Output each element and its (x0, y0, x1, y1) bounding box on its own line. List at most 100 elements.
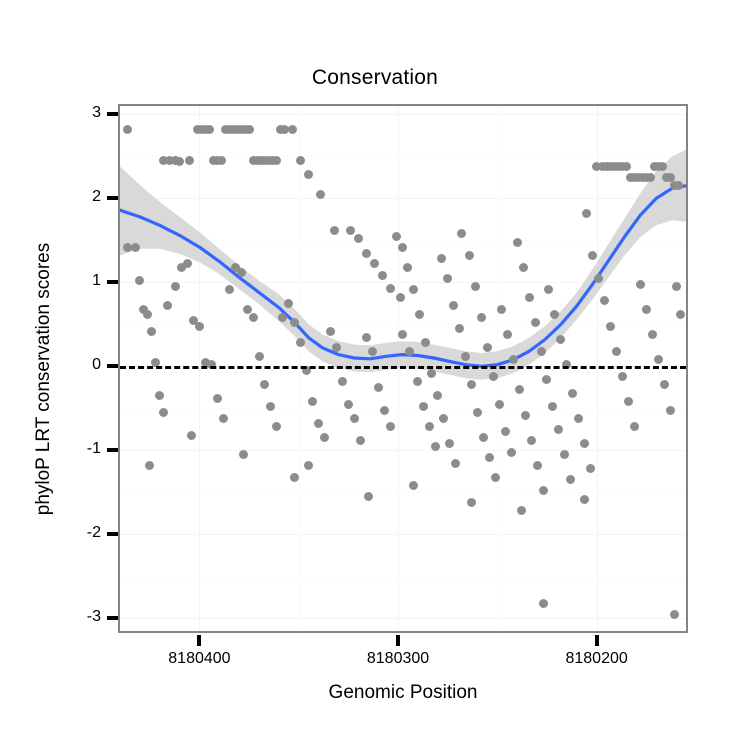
data-point (665, 405, 675, 415)
data-point (159, 408, 169, 418)
data-point (409, 284, 419, 294)
data-point (194, 321, 204, 331)
data-point (449, 301, 459, 311)
data-point (439, 413, 449, 423)
data-point (284, 298, 294, 308)
data-point (361, 332, 371, 342)
data-point (363, 492, 373, 502)
data-point (296, 338, 306, 348)
data-point (266, 402, 276, 412)
x-tick-label: 8180400 (168, 650, 231, 667)
data-point (230, 262, 240, 272)
data-point (254, 351, 264, 361)
data-point (409, 481, 419, 491)
data-point (508, 355, 518, 365)
y-tick-mark (107, 616, 118, 621)
y-tick-label: 0 (92, 356, 101, 374)
data-point (415, 309, 425, 319)
data-point (185, 156, 194, 166)
gridline-y-major (120, 618, 686, 620)
data-point (465, 251, 475, 261)
y-tick-mark (107, 364, 118, 369)
data-point (484, 452, 494, 462)
data-point (216, 156, 226, 166)
data-point (675, 309, 685, 319)
data-point (308, 397, 318, 407)
data-point (574, 413, 584, 423)
data-point (212, 393, 222, 403)
plot-panel-inner (120, 106, 686, 631)
x-tick-mark (197, 635, 202, 646)
data-point (147, 326, 157, 336)
data-point (621, 161, 631, 171)
data-point (538, 486, 548, 496)
data-point (123, 125, 133, 135)
data-point (490, 472, 500, 482)
data-point (629, 422, 639, 432)
data-point (482, 343, 492, 353)
data-point (278, 313, 288, 323)
data-point (361, 248, 371, 258)
data-point (457, 229, 467, 239)
data-point (367, 346, 377, 356)
data-point (163, 301, 173, 311)
data-point (470, 282, 480, 292)
data-point (556, 335, 566, 345)
data-point (204, 125, 214, 135)
data-point (437, 254, 447, 264)
data-point (320, 433, 330, 443)
data-point (343, 399, 353, 409)
data-point (641, 304, 651, 314)
data-point (653, 355, 663, 365)
data-point (623, 397, 633, 407)
y-tick-label: 3 (92, 104, 101, 122)
y-tick-label: -3 (86, 608, 101, 626)
data-point (657, 161, 667, 171)
data-point (143, 309, 153, 319)
data-point (135, 276, 145, 286)
data-point (218, 413, 228, 423)
data-point (611, 346, 621, 356)
data-point (345, 225, 355, 235)
data-point (594, 273, 604, 283)
data-point (451, 458, 461, 468)
data-point (544, 284, 554, 294)
data-point (542, 374, 552, 384)
data-point (494, 399, 504, 409)
data-point (159, 156, 169, 166)
data-point (647, 329, 657, 339)
data-point (488, 371, 498, 381)
data-point (331, 343, 341, 353)
data-point (600, 296, 610, 306)
data-point (123, 242, 133, 252)
x-tick-mark (594, 635, 599, 646)
gridline-y-major (120, 534, 686, 536)
data-point (476, 313, 486, 323)
data-point (373, 382, 383, 392)
y-tick-mark (107, 532, 118, 537)
data-point (290, 318, 300, 328)
data-point (582, 209, 592, 219)
data-point (405, 346, 415, 356)
data-point (516, 506, 526, 516)
data-point (131, 242, 141, 252)
data-point (186, 430, 196, 440)
data-point (645, 172, 655, 182)
data-point (177, 262, 187, 272)
data-point (302, 366, 312, 376)
data-point (554, 424, 564, 434)
data-point (425, 422, 435, 432)
data-point (272, 422, 282, 432)
data-point (314, 419, 324, 429)
gridline-y-minor (120, 408, 686, 410)
data-point (391, 231, 401, 241)
data-point (617, 371, 627, 381)
data-point (514, 385, 524, 395)
data-point (580, 439, 590, 449)
data-point (413, 377, 423, 387)
data-point (427, 368, 437, 378)
gridline-y-minor (120, 156, 686, 158)
data-point (397, 329, 407, 339)
gridline-y-minor (120, 240, 686, 242)
gridline-y-major (120, 114, 686, 116)
